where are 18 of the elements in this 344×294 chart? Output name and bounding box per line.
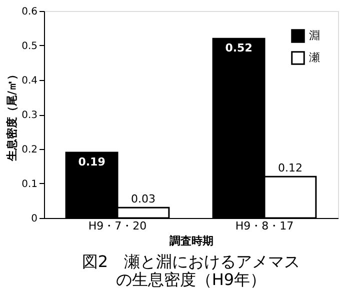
y-axis-title: 生息密度（尾/㎡） xyxy=(6,68,19,162)
y-tick-label: 0.5 xyxy=(22,41,38,52)
legend-label: 淵 xyxy=(309,29,320,42)
text: 図2 瀬と淵におけるアメマスの生息密度（H9年） xyxy=(82,252,300,289)
data-label: 0.19 xyxy=(78,155,106,168)
data-label: 0.03 xyxy=(130,192,156,206)
y-tick-label: 0.3 xyxy=(22,110,38,121)
legend-label: 瀬 xyxy=(309,51,320,64)
y-tick-label: 0.4 xyxy=(22,76,38,86)
y-tick-label: 0 xyxy=(31,214,38,224)
y-tick-label: 0.6 xyxy=(22,6,38,18)
x-axis-title: 調査時期 xyxy=(170,234,214,248)
data-label: 0.52 xyxy=(225,42,252,55)
x-tick-label: H9・7・20 xyxy=(88,220,147,232)
y-tick-label: 0.1 xyxy=(22,179,38,190)
data-label: 0.12 xyxy=(278,162,302,175)
x-tick-label: H9・8・17 xyxy=(235,220,294,232)
y-tick-label: 0.2 xyxy=(22,144,38,156)
